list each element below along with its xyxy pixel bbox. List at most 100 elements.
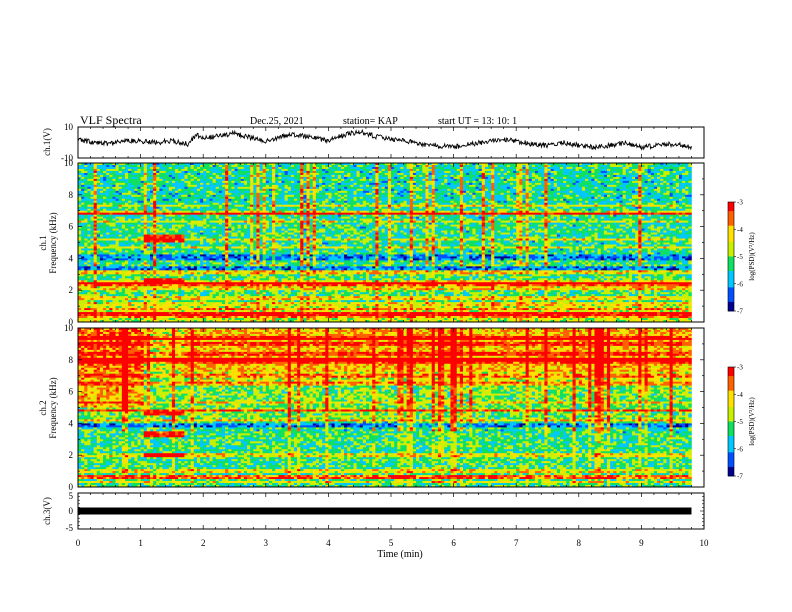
spectrogram-cell: [378, 199, 381, 201]
spectrogram-cell: [350, 173, 353, 175]
spectrogram-cell: [666, 203, 669, 205]
spectrogram-cell: [81, 201, 84, 203]
spectrogram-cell: [263, 179, 266, 181]
spectrogram-cell: [607, 203, 610, 205]
spectrogram-cell: [184, 165, 187, 167]
spectrogram-cell: [541, 187, 544, 189]
spectrogram-cell: [150, 197, 153, 199]
spectrogram-cell: [250, 203, 253, 205]
spectrogram-cell: [432, 167, 435, 169]
spectrogram-cell: [244, 183, 247, 185]
spectrogram-cell: [235, 175, 238, 177]
spectrogram-cell: [563, 197, 566, 199]
spectrogram-cell: [469, 189, 472, 191]
spectrogram-cell: [579, 165, 582, 167]
spectrogram-cell: [197, 189, 200, 191]
spectrogram-cell: [87, 179, 90, 181]
spectrogram-cell: [244, 205, 247, 207]
spectrogram-cell: [306, 199, 309, 201]
spectrogram-cell: [654, 205, 657, 207]
spectrogram-cell: [200, 179, 203, 181]
spectrogram-cell: [619, 171, 622, 173]
spectrogram-cell: [673, 197, 676, 199]
spectrogram-cell: [510, 173, 513, 175]
spectrogram-cell: [516, 197, 519, 199]
spectrogram-cell: [213, 205, 216, 207]
spectrogram-cell: [479, 175, 482, 177]
spectrogram-cell: [513, 169, 516, 171]
spectrogram-cell: [670, 169, 673, 171]
spectrogram-cell: [172, 193, 175, 195]
spectrogram-cell: [385, 205, 388, 207]
spectrogram-cell: [532, 195, 535, 197]
spectrogram-cell: [275, 195, 278, 197]
spectrogram-cell: [538, 193, 541, 195]
spectrogram-cell: [172, 175, 175, 177]
spectrogram-cell: [623, 173, 626, 175]
spectrogram-cell: [519, 173, 522, 175]
spectrogram-cell: [159, 205, 162, 207]
spectrogram-cell: [238, 195, 241, 197]
spectrogram-cell: [676, 183, 679, 185]
spectrogram-cell: [363, 191, 366, 193]
spectrogram-cell: [134, 173, 137, 175]
spectrogram-cell: [626, 177, 629, 179]
spectrogram-cell: [213, 171, 216, 173]
spectrogram-cell: [397, 199, 400, 201]
spectrogram-cell: [219, 199, 222, 201]
spectrogram-cell: [156, 173, 159, 175]
spectrogram-cell: [294, 197, 297, 199]
spectrogram-cell: [144, 173, 147, 175]
spectrogram-cell: [645, 195, 648, 197]
spectrogram-cell: [623, 181, 626, 183]
spectrogram-cell: [660, 173, 663, 175]
spectrogram-cell: [247, 205, 250, 207]
spectrogram-cell: [94, 183, 97, 185]
spectrogram-cell: [385, 191, 388, 193]
spectrogram-cell: [623, 169, 626, 171]
spectrogram-cell: [522, 205, 525, 207]
spectrogram-cell: [275, 173, 278, 175]
spectrogram-cell: [153, 195, 156, 197]
spectrogram-cell: [112, 203, 115, 205]
spectrogram-cell: [413, 177, 416, 179]
spectrogram-cell: [594, 201, 597, 203]
spectrogram-cell: [616, 197, 619, 199]
spectrogram-cell: [253, 181, 256, 183]
spectrogram-cell: [526, 191, 529, 193]
spectrogram-cell: [673, 203, 676, 205]
spectrogram-cell: [435, 167, 438, 169]
spectrogram-cell: [610, 179, 613, 181]
spectrogram-cell: [325, 167, 328, 169]
spectrogram-cell: [313, 193, 316, 195]
spectrogram-cell: [200, 171, 203, 173]
spectrogram-cell: [663, 199, 666, 201]
spectrogram-cell: [150, 165, 153, 167]
spectrogram-cell: [601, 175, 604, 177]
spectrogram-cell: [238, 191, 241, 193]
spectrogram-cell: [482, 183, 485, 185]
spectrogram-cell: [300, 175, 303, 177]
spectrogram-cell: [219, 181, 222, 183]
spectrogram-cell: [441, 171, 444, 173]
spectrogram-cell: [209, 177, 212, 179]
spectrogram-cell: [648, 195, 651, 197]
spectrogram-cell: [300, 173, 303, 175]
spectrogram-cell: [563, 171, 566, 173]
spectrogram-cell: [400, 167, 403, 169]
spectrogram-cell: [137, 177, 140, 179]
spectrogram-cell: [172, 167, 175, 169]
spectrogram-cell: [591, 171, 594, 173]
spectrogram-cell: [450, 205, 453, 207]
spectrogram-cell: [576, 195, 579, 197]
spectrogram-cell: [407, 177, 410, 179]
spectrogram-cell: [181, 171, 184, 173]
spectrogram-cell: [422, 179, 425, 181]
spectrogram-cell: [353, 193, 356, 195]
spectrogram-cell: [347, 171, 350, 173]
spectrogram-cell: [213, 193, 216, 195]
spectrogram-cell: [181, 189, 184, 191]
spectrogram-cell: [156, 177, 159, 179]
spectrogram-cell: [122, 199, 125, 201]
spectrogram-cell: [447, 203, 450, 205]
